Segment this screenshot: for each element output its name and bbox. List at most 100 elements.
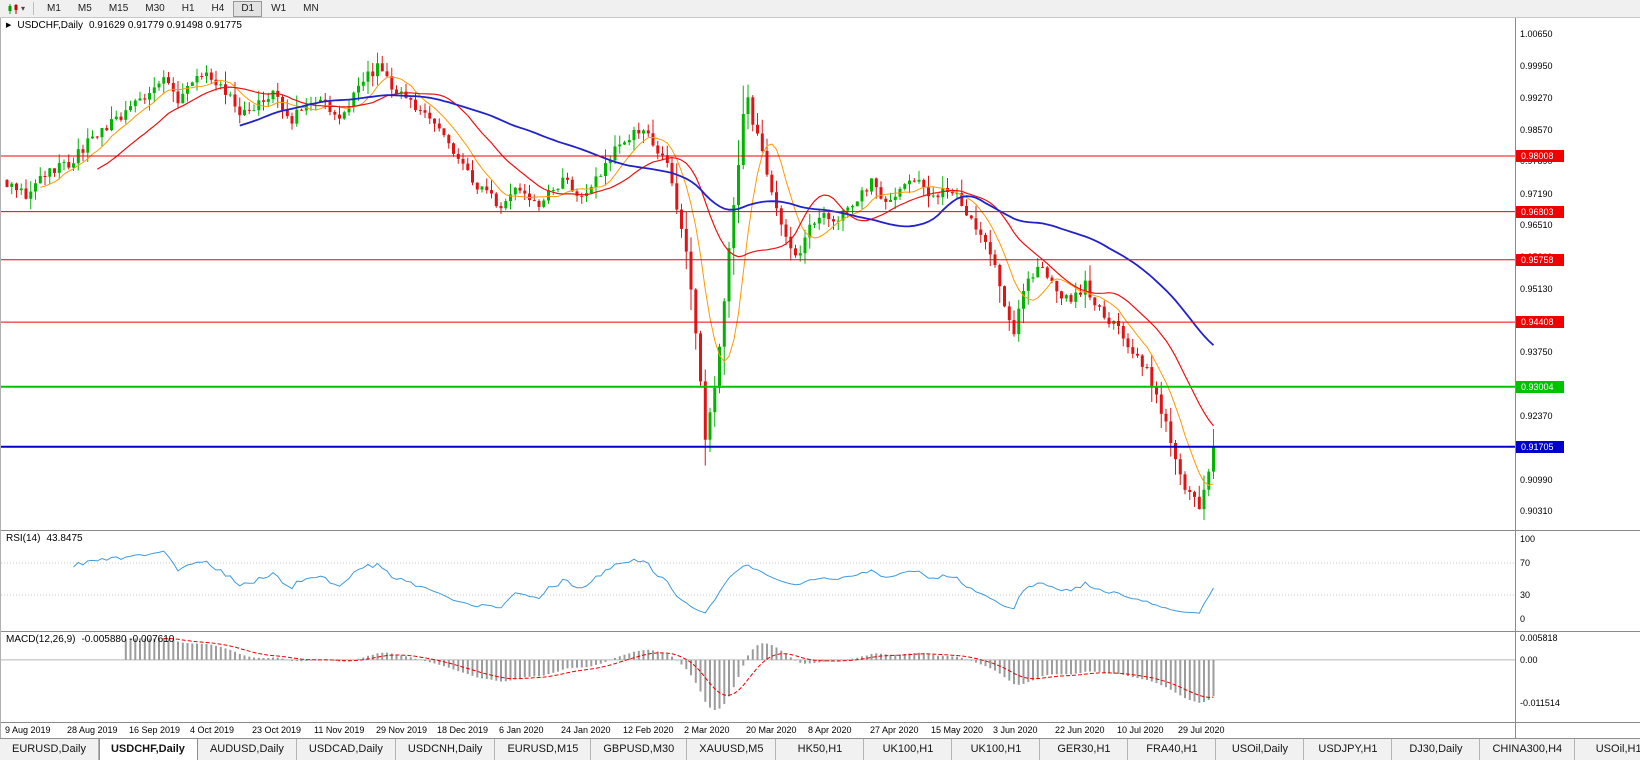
macd-chart[interactable] xyxy=(1,632,1515,722)
timeframe-button-m1[interactable]: M1 xyxy=(47,2,61,14)
timeframe-button-m30[interactable]: M30 xyxy=(145,2,165,14)
rsi-axis[interactable]: 100 70 30 0 xyxy=(1515,531,1639,631)
price-level-label: 0.98008 xyxy=(1516,150,1564,162)
price-tick: 0.97190 xyxy=(1520,189,1553,199)
rsi-title: RSI(14) 43.8475 xyxy=(6,533,83,544)
timeframe-button-d1[interactable]: D1 xyxy=(233,0,263,17)
price-level-label: 0.93004 xyxy=(1516,381,1564,393)
price-tick: 0.95130 xyxy=(1520,284,1553,294)
chart-tab-xauusd-m5[interactable]: XAUUSD,M5 xyxy=(687,739,777,760)
price-tick: 0.90990 xyxy=(1520,475,1553,485)
chart-tab-fra40-h1[interactable]: FRA40,H1 xyxy=(1128,739,1217,760)
date-tick: 11 Nov 2019 xyxy=(314,725,365,735)
timeframe-button-mn[interactable]: MN xyxy=(303,2,319,14)
time-axis-row: 9 Aug 2019 28 Aug 2019 16 Sep 2019 4 Oct 20… xyxy=(1,723,1640,738)
price-level-label: 0.91705 xyxy=(1516,441,1564,453)
toolbar: ▾ M1 M5 M15 M30 H1 H4 D1 W1 MN xyxy=(0,0,1640,18)
main-price-axis[interactable]: 1.006500.999500.992700.985700.978900.971… xyxy=(1515,18,1639,530)
chart-tab-china300-h4[interactable]: CHINA300,H4 xyxy=(1480,739,1576,760)
rsi-label: RSI(14) xyxy=(6,533,41,544)
date-tick: 9 Aug 2019 xyxy=(5,725,51,735)
rsi-line xyxy=(73,550,1214,614)
main-panel: ▶ USDCHF,Daily 0.91629 0.91779 0.91498 0… xyxy=(1,18,1640,531)
price-tick: 1.00650 xyxy=(1520,29,1553,39)
chart-tab-usoil-daily[interactable]: USOil,Daily xyxy=(1216,739,1305,760)
date-tick: 8 Apr 2020 xyxy=(808,725,852,735)
chart-tab-usdcnh-daily[interactable]: USDCNH,Daily xyxy=(395,739,496,760)
chart-tabs-bar: EURUSD,Daily USDCHF,Daily AUDUSD,Daily USDC… xyxy=(0,738,1640,760)
price-level-label: 0.96803 xyxy=(1516,206,1564,218)
ma-line-8 xyxy=(40,76,1214,486)
price-level-label: 0.95758 xyxy=(1516,254,1564,266)
chart-type-button[interactable]: ▾ xyxy=(4,1,28,17)
price-tick: 0.93750 xyxy=(1520,347,1553,357)
price-tick: 0.96510 xyxy=(1520,220,1553,230)
price-tick: 0.99950 xyxy=(1520,61,1553,71)
date-tick: 24 Jan 2020 xyxy=(561,725,611,735)
chart-tab-uk100-h1[interactable]: UK100,H1 xyxy=(952,739,1041,760)
price-tick: 0.99270 xyxy=(1520,93,1553,103)
rsi-plot: RSI(14) 43.8475 xyxy=(1,531,1515,631)
chart-tab-dj30-daily[interactable]: DJ30,Daily xyxy=(1392,739,1481,760)
date-tick: 18 Dec 2019 xyxy=(437,725,489,735)
chart-tab-usdchf-daily[interactable]: USDCHF,Daily xyxy=(98,739,198,760)
rsi-tick: 100 xyxy=(1520,534,1536,544)
chart-tab-eurusd-m15[interactable]: EURUSD,M15 xyxy=(495,739,592,760)
candles-layer xyxy=(5,52,1215,520)
price-tick: 0.92370 xyxy=(1520,411,1553,421)
date-tick: 28 Aug 2019 xyxy=(67,725,118,735)
macd-tick: 0.00 xyxy=(1520,655,1538,665)
timeframe-button-w1[interactable]: W1 xyxy=(271,2,287,14)
chart-tab-usdjpy-h1[interactable]: USDJPY,H1 xyxy=(1304,739,1393,760)
chevron-down-icon: ▾ xyxy=(21,4,26,13)
rsi-tick: 30 xyxy=(1520,590,1531,600)
rsi-chart[interactable] xyxy=(1,531,1515,631)
expand-arrow-icon: ▶ xyxy=(6,22,12,29)
chart-tab-ger30-h1[interactable]: GER30,H1 xyxy=(1040,739,1129,760)
moving-averages-layer xyxy=(40,76,1215,486)
timeframe-button-m15[interactable]: M15 xyxy=(108,2,129,14)
chart-region: ▶ USDCHF,Daily 0.91629 0.91779 0.91498 0… xyxy=(0,18,1640,738)
date-tick: 10 Jul 2020 xyxy=(1117,725,1164,735)
level-lines-layer xyxy=(1,155,1515,448)
date-tick: 2 Mar 2020 xyxy=(684,725,730,735)
macd-signal-line xyxy=(163,638,1214,698)
timeframe-button-m5[interactable]: M5 xyxy=(77,2,92,14)
rsi-panel: RSI(14) 43.8475 100 70 30 0 xyxy=(1,531,1640,632)
rsi-tick: 70 xyxy=(1520,558,1531,568)
date-tick: 29 Jul 2020 xyxy=(1178,725,1225,735)
date-tick: 23 Oct 2019 xyxy=(252,725,302,735)
macd-title: MACD(12,26,9) -0.005880 -0.007610 xyxy=(6,634,174,645)
macd-axis[interactable]: 0.005818 0.00 -0.011514 xyxy=(1515,632,1639,722)
main-plot: ▶ USDCHF,Daily 0.91629 0.91779 0.91498 0… xyxy=(1,18,1515,530)
macd-values: -0.005880 -0.007610 xyxy=(81,634,175,645)
timeframe-button-h1[interactable]: H1 xyxy=(181,2,195,14)
chart-tab-usoil-h1[interactable]: USOil,H1 xyxy=(1575,739,1640,760)
date-tick: 27 Apr 2020 xyxy=(870,725,919,735)
timeframe-toolbar: M1 M5 M15 M30 H1 H4 D1 W1 MN xyxy=(39,0,328,17)
date-tick: 16 Sep 2019 xyxy=(129,725,181,735)
macd-histogram xyxy=(124,638,1215,710)
chart-tab-usdcad-daily[interactable]: USDCAD,Daily xyxy=(296,739,396,760)
ma-line-50 xyxy=(239,94,1215,346)
chart-symbol: USDCHF,Daily xyxy=(17,20,83,31)
chart-tab-hk50-h1[interactable]: HK50,H1 xyxy=(776,739,865,760)
time-axis[interactable]: 9 Aug 2019 28 Aug 2019 16 Sep 2019 4 Oct 20… xyxy=(1,723,1515,738)
chart-title: ▶ USDCHF,Daily 0.91629 0.91779 0.91498 0… xyxy=(6,20,242,32)
chart-tab-eurusd-daily[interactable]: EURUSD,Daily xyxy=(0,739,99,760)
macd-panel: MACD(12,26,9) -0.005880 -0.007610 0.0058… xyxy=(1,632,1640,723)
date-tick: 4 Oct 2019 xyxy=(190,725,235,735)
chart-ohlc: 0.91629 0.91779 0.91498 0.91775 xyxy=(88,20,242,31)
main-price-chart[interactable] xyxy=(1,18,1515,530)
chart-tab-uk100-h1[interactable]: UK100,H1 xyxy=(864,739,953,760)
rsi-tick: 0 xyxy=(1520,614,1526,624)
price-tick: 0.90310 xyxy=(1520,506,1553,516)
chart-tab-gbpusd-m30[interactable]: GBPUSD,M30 xyxy=(591,739,688,760)
date-tick: 12 Feb 2020 xyxy=(623,725,674,735)
date-tick: 29 Nov 2019 xyxy=(376,725,428,735)
price-level-label: 0.94408 xyxy=(1516,316,1564,328)
macd-tick: -0.011514 xyxy=(1520,698,1560,708)
chart-tab-audusd-daily[interactable]: AUDUSD,Daily xyxy=(197,739,297,760)
timeframe-button-h4[interactable]: H4 xyxy=(211,2,225,14)
